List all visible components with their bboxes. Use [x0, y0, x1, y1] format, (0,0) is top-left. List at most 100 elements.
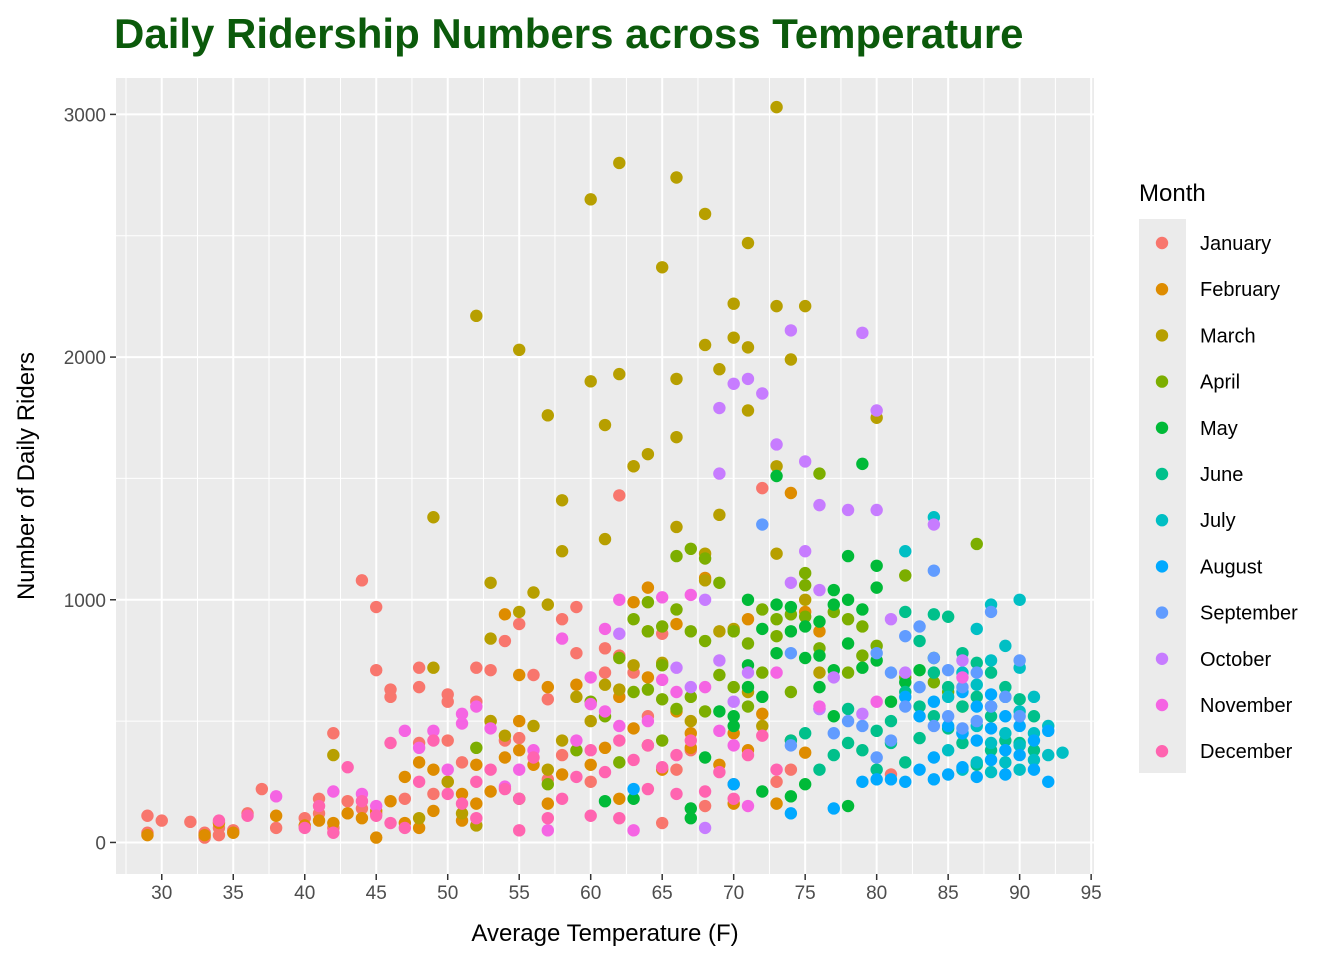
data-point-july	[941, 744, 955, 757]
data-point-november	[484, 722, 497, 735]
data-point-august	[913, 763, 926, 776]
data-point-march	[670, 430, 683, 444]
legend-label-december: December	[1200, 741, 1293, 763]
data-point-march	[670, 372, 683, 386]
data-point-february	[312, 814, 326, 827]
data-point-december	[727, 792, 740, 805]
y-axis-title: Number of Daily Riders	[13, 352, 40, 600]
data-point-november	[613, 593, 626, 606]
data-point-september	[913, 680, 926, 694]
data-point-march	[584, 714, 597, 728]
x-axis-ticks: 30 35 40 45 50 55 60 65 70 75 80 85 90 95	[151, 874, 1102, 904]
data-point-october	[713, 654, 726, 667]
data-point-march	[784, 353, 798, 366]
data-point-december	[498, 782, 512, 796]
data-point-june	[984, 710, 998, 723]
data-point-june	[841, 736, 855, 750]
data-point-may	[813, 615, 826, 628]
data-point-february	[327, 816, 340, 830]
data-point-december	[384, 816, 397, 830]
data-point-march	[584, 193, 597, 206]
data-point-february	[813, 625, 826, 638]
data-point-september	[856, 719, 869, 733]
data-point-march	[584, 375, 597, 388]
data-point-february	[470, 797, 483, 810]
data-point-october	[713, 401, 726, 415]
data-point-april	[856, 620, 869, 633]
data-point-march	[484, 632, 497, 645]
data-point-december	[355, 794, 369, 808]
data-point-march	[441, 775, 454, 788]
legend-label-april: April	[1200, 372, 1240, 394]
data-point-may	[856, 603, 869, 616]
data-point-august	[784, 807, 798, 820]
legend-label-june: June	[1200, 464, 1243, 486]
data-point-february	[541, 680, 555, 694]
data-point-april	[641, 625, 655, 638]
data-point-october	[713, 467, 726, 480]
data-point-january	[613, 489, 626, 502]
data-point-february	[398, 770, 412, 784]
legend-key-august	[1155, 560, 1169, 573]
data-point-may	[798, 778, 812, 791]
data-point-september	[784, 739, 798, 752]
data-point-october	[856, 707, 869, 721]
data-point-april	[798, 610, 812, 623]
data-point-august	[1027, 734, 1041, 747]
data-point-april	[684, 625, 697, 638]
data-point-february	[412, 756, 426, 769]
data-point-june	[956, 700, 969, 713]
data-point-march	[570, 690, 583, 704]
data-point-december	[598, 765, 612, 779]
data-point-november	[398, 724, 412, 738]
data-point-march	[713, 625, 726, 638]
data-point-june	[1027, 744, 1041, 757]
data-point-december	[455, 797, 469, 810]
data-point-june	[927, 710, 941, 723]
data-point-february	[513, 714, 526, 728]
data-point-january	[527, 668, 540, 682]
data-point-april	[470, 741, 483, 755]
data-point-september	[899, 700, 912, 713]
data-point-october	[870, 404, 883, 417]
data-point-february	[355, 811, 369, 825]
data-point-march	[598, 532, 612, 546]
data-point-november	[684, 588, 697, 602]
data-point-october	[727, 695, 740, 708]
data-point-september	[827, 727, 840, 740]
data-point-november	[956, 671, 969, 684]
data-point-may	[870, 559, 883, 572]
data-point-january	[770, 775, 783, 788]
legend-title: Month	[1139, 180, 1206, 207]
data-point-december	[412, 775, 426, 788]
data-point-july	[970, 756, 983, 769]
data-point-january	[441, 695, 454, 708]
data-point-february	[141, 828, 154, 842]
data-point-september	[927, 719, 941, 733]
data-point-august	[899, 690, 912, 704]
data-point-may	[784, 625, 798, 638]
data-point-april	[627, 612, 640, 626]
data-point-august	[727, 778, 740, 791]
data-point-february	[427, 763, 440, 776]
data-point-may	[913, 663, 926, 677]
x-tick-label: 40	[294, 883, 315, 904]
data-point-march	[770, 547, 783, 560]
data-point-may	[756, 690, 769, 704]
data-point-february	[541, 797, 555, 810]
data-point-april	[684, 690, 697, 704]
data-point-january	[470, 661, 483, 674]
data-point-may	[813, 649, 826, 662]
data-point-march	[412, 811, 426, 825]
data-point-april	[655, 620, 669, 633]
data-point-march	[427, 661, 440, 674]
legend-items: January February March April May June July Augu…	[1155, 233, 1298, 763]
data-point-november	[770, 666, 783, 679]
data-point-april	[698, 705, 712, 718]
data-point-may	[727, 710, 740, 723]
data-point-june	[913, 731, 926, 745]
data-point-october	[813, 498, 826, 512]
data-point-january	[784, 763, 798, 776]
data-point-june	[941, 680, 955, 694]
data-point-february	[627, 595, 640, 609]
